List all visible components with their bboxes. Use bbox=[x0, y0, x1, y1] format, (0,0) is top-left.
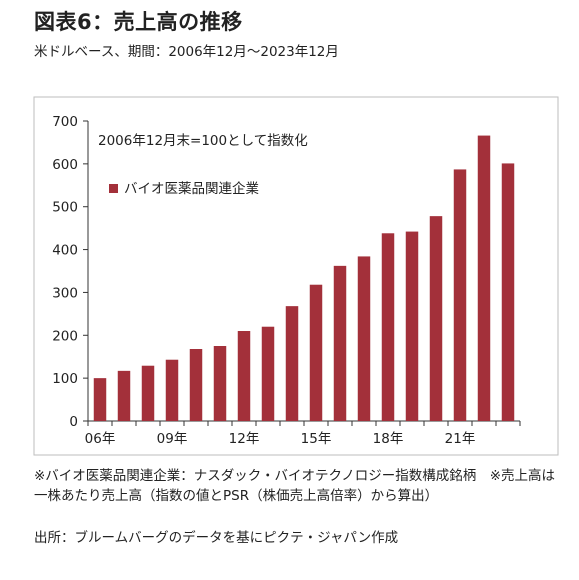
bar bbox=[237, 331, 251, 421]
y-tick-label: 500 bbox=[52, 200, 78, 216]
x-tick-label: 09年 bbox=[157, 431, 188, 447]
y-tick-label: 600 bbox=[52, 157, 78, 173]
bar bbox=[309, 284, 323, 421]
y-tick-label: 100 bbox=[52, 371, 78, 387]
bar bbox=[381, 233, 395, 421]
bar bbox=[333, 265, 347, 421]
chart-title: 図表6：売上高の推移 bbox=[34, 10, 243, 34]
x-tick-label: 18年 bbox=[373, 431, 404, 447]
x-tick-label: 21年 bbox=[445, 431, 476, 447]
bar bbox=[261, 326, 275, 421]
bar bbox=[285, 306, 299, 421]
x-tick-label: 15年 bbox=[301, 431, 332, 447]
y-tick-label: 200 bbox=[52, 328, 78, 344]
legend-label: バイオ医薬品関連企業 bbox=[124, 180, 259, 197]
chart-frame bbox=[33, 96, 559, 456]
chart-subtitle: 米ドルベース、期間：2006年12月～2023年12月 bbox=[34, 44, 339, 60]
index-annotation: 2006年12月末=100として指数化 bbox=[98, 133, 308, 149]
y-tick-label: 400 bbox=[52, 243, 78, 259]
bar bbox=[141, 365, 155, 421]
bar bbox=[405, 231, 419, 421]
bar bbox=[477, 135, 491, 422]
y-tick-label: 700 bbox=[52, 114, 78, 130]
footnote-source: 出所：ブルームバーグのデータを基にピクテ・ジャパン作成 bbox=[34, 530, 399, 546]
footnote-definitions: ※バイオ医薬品関連企業：ナスダック・バイオテクノロジー指数構成銘柄 ※売上高は一… bbox=[34, 468, 556, 504]
bar bbox=[93, 378, 107, 421]
x-tick-label: 12年 bbox=[229, 431, 260, 447]
bar bbox=[117, 370, 131, 421]
bar bbox=[429, 216, 443, 421]
bar bbox=[165, 359, 179, 421]
bar bbox=[213, 346, 227, 421]
legend-swatch bbox=[109, 184, 118, 193]
bar-chart: 2006年12月末=100として指数化 バイオ医薬品関連企業 0 100 200 30… bbox=[33, 96, 559, 456]
bar bbox=[501, 163, 515, 421]
bar bbox=[453, 169, 467, 421]
bar bbox=[357, 256, 371, 421]
y-tick-label: 300 bbox=[52, 285, 78, 301]
y-tick-label: 0 bbox=[69, 414, 78, 430]
x-tick-label: 06年 bbox=[85, 431, 116, 447]
bar bbox=[189, 349, 203, 421]
